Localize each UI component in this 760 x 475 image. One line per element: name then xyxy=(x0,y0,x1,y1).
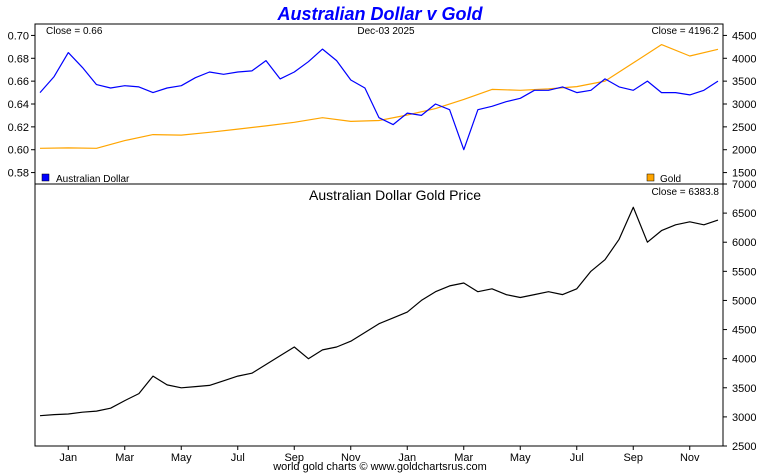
legend-gold-swatch xyxy=(646,173,655,182)
left-axis-tick-label: 0.60 xyxy=(8,145,29,157)
right-axis-tick-label: 4000 xyxy=(732,53,756,65)
legend-gold-label: Gold xyxy=(660,174,681,185)
top-panel-frame xyxy=(34,23,724,185)
right-axis-tick-label: 3000 xyxy=(732,99,756,111)
x-axis-tick-label: Mar xyxy=(454,452,473,464)
footer-credit: world gold charts © www.goldchartsrus.co… xyxy=(273,461,487,473)
x-axis-tick-label: Jul xyxy=(231,452,245,464)
gold-line xyxy=(39,43,719,149)
legend-aud-label: Australian Dollar xyxy=(56,174,130,185)
chart-title: Australian Dollar v Gold xyxy=(277,4,483,24)
bottom-axis-tick-label: 5000 xyxy=(732,295,756,307)
x-axis-tick-label: Jan xyxy=(398,452,416,464)
left-axis-tick-label: 0.66 xyxy=(8,76,29,88)
left-axis-tick-label: 0.68 xyxy=(8,53,29,65)
left-axis-tick-label: 0.58 xyxy=(8,168,29,180)
x-axis-tick-label: May xyxy=(510,452,531,464)
legend-aud-swatch xyxy=(41,173,50,182)
left-axis-tick-label: 0.62 xyxy=(8,122,29,134)
x-axis-tick-label: Nov xyxy=(680,452,700,464)
left-axis-tick-label: 0.70 xyxy=(8,30,29,42)
x-axis-tick-label: May xyxy=(171,452,192,464)
x-axis-tick-label: Nov xyxy=(341,452,361,464)
right-axis-tick-label: 3500 xyxy=(732,76,756,88)
bottom-axis-tick-label: 6500 xyxy=(732,208,756,220)
bottom-panel-frame xyxy=(34,183,724,447)
right-axis-tick-label: 2500 xyxy=(732,122,756,134)
aud-gold-price-line xyxy=(39,206,719,417)
bottom-axis-tick-label: 4000 xyxy=(732,354,756,366)
bottom-axis-tick-label: 3500 xyxy=(732,383,756,395)
x-axis-tick-label: Jan xyxy=(59,452,77,464)
top-close-left: Close = 0.66 xyxy=(46,26,103,37)
bottom-axis-tick-label: 6000 xyxy=(732,237,756,249)
x-axis-tick-label: Sep xyxy=(284,452,304,464)
x-axis-tick-label: Sep xyxy=(623,452,643,464)
x-axis-tick-label: Jul xyxy=(570,452,584,464)
right-axis-tick-label: 1500 xyxy=(732,168,756,180)
bottom-axis-tick-label: 5500 xyxy=(732,266,756,278)
bottom-axis-tick-label: 2500 xyxy=(732,441,756,453)
top-close-right: Close = 4196.2 xyxy=(651,26,719,37)
aud-line xyxy=(39,48,719,151)
right-axis-tick-label: 4500 xyxy=(732,30,756,42)
left-axis-tick-label: 0.64 xyxy=(8,99,29,111)
right-axis-tick-label: 2000 xyxy=(732,145,756,157)
bottom-axis-tick-label: 3000 xyxy=(732,412,756,424)
bottom-panel-title: Australian Dollar Gold Price xyxy=(309,187,481,203)
bottom-axis-tick-label: 4500 xyxy=(732,325,756,337)
x-axis-tick-label: Mar xyxy=(115,452,134,464)
top-date: Dec-03 2025 xyxy=(357,26,415,37)
bottom-axis-tick-label: 7000 xyxy=(732,179,756,191)
bottom-close-right: Close = 6383.8 xyxy=(651,187,719,198)
